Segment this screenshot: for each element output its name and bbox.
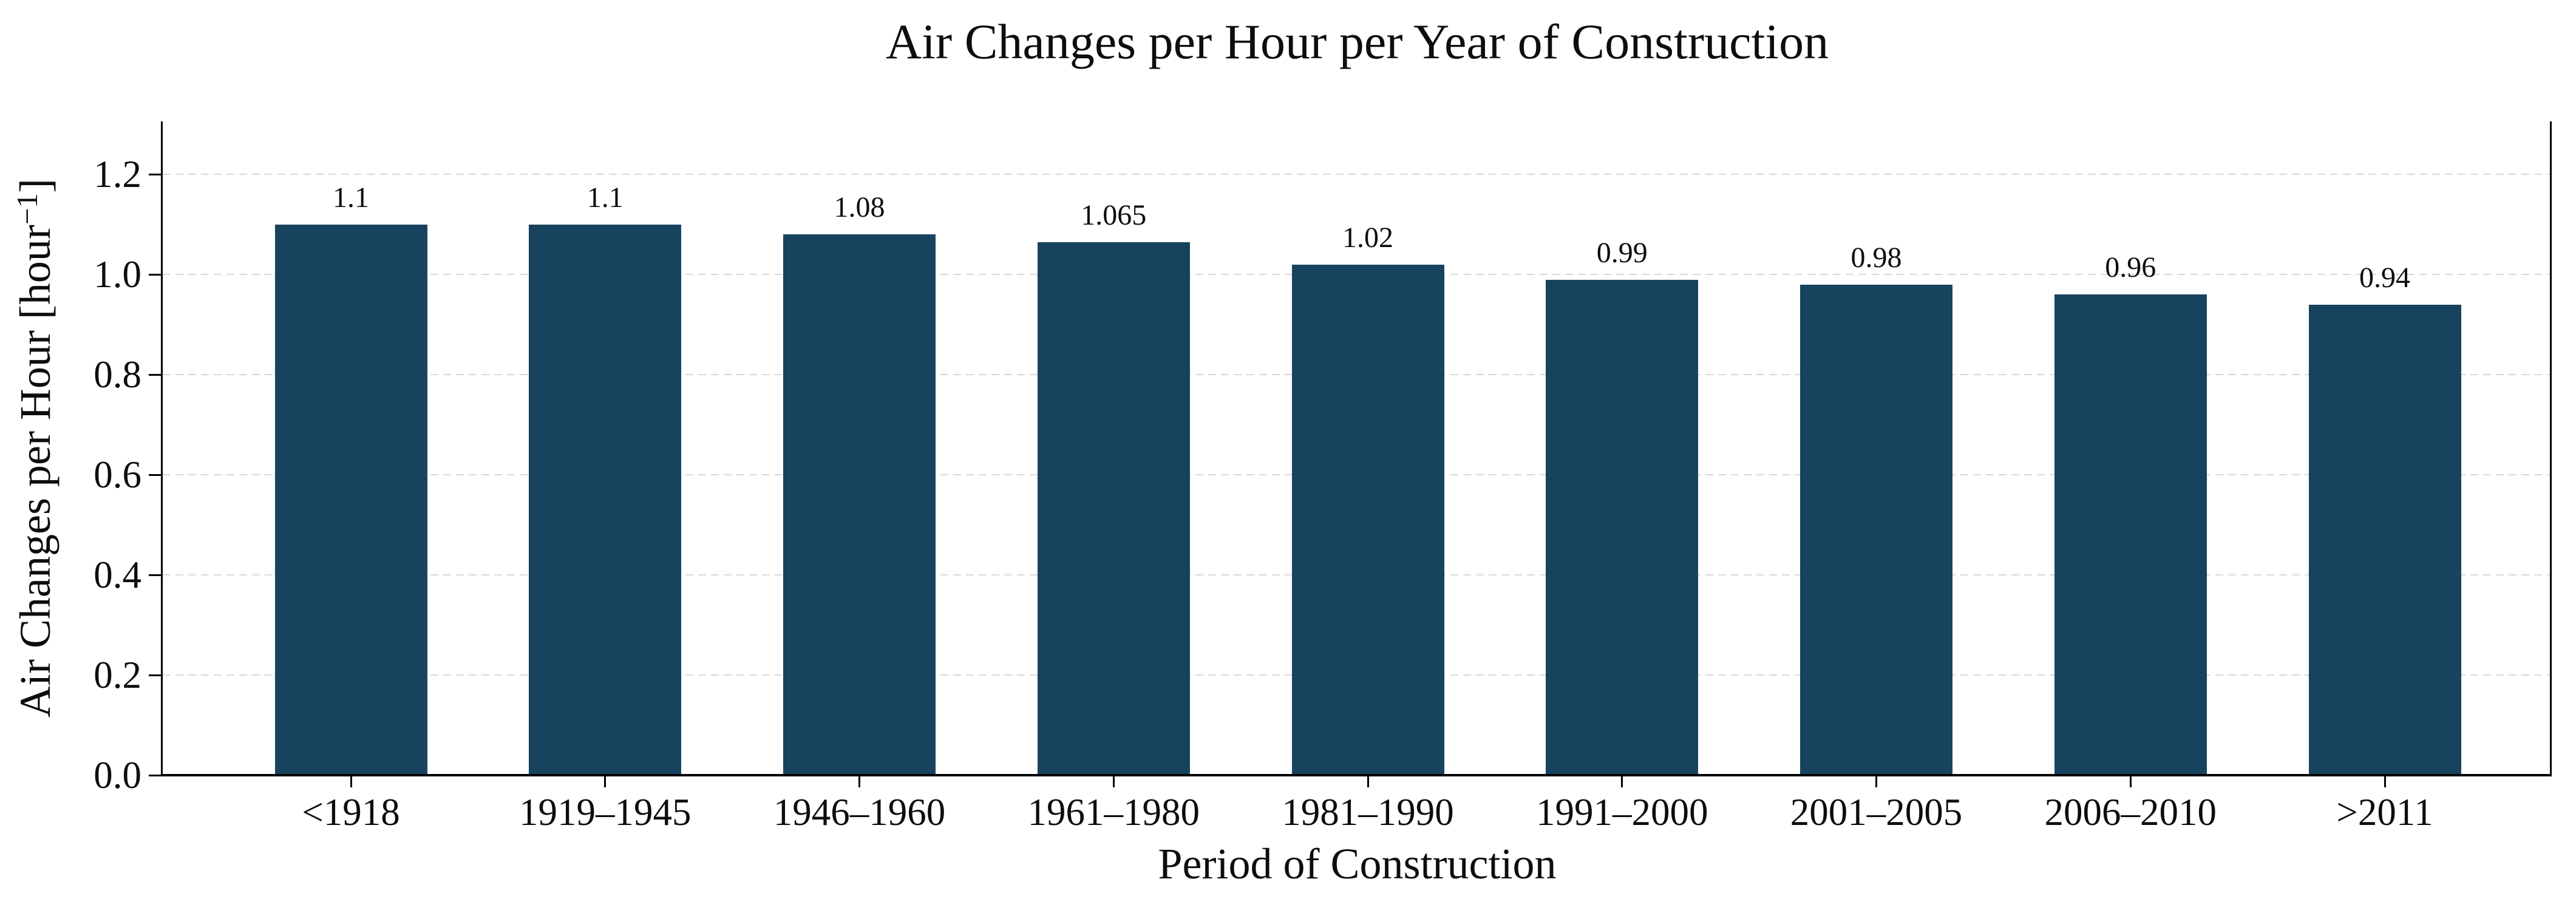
x-tick <box>1112 776 1115 787</box>
bar <box>1800 284 1952 775</box>
y-tick-label: 1.0 <box>93 253 141 296</box>
y-tick <box>149 473 161 476</box>
x-tick <box>2384 776 2386 787</box>
plot-area: 1.1 1.1 1.08 1.065 1.02 0.99 0.98 0.96 0.94 <box>163 121 2552 775</box>
y-axis-label-superscript: −1 <box>10 193 44 225</box>
gridline <box>163 174 2552 175</box>
bar <box>1037 242 1190 775</box>
x-tick <box>1367 776 1369 787</box>
x-axis-spine <box>161 774 2552 776</box>
bar <box>1546 279 1699 775</box>
x-tick-label: >2011 <box>2336 791 2433 833</box>
x-tick-label: 2006–2010 <box>2044 791 2217 833</box>
y-tick-label: 1.2 <box>93 153 141 196</box>
chart-title: Air Changes per Hour per Year of Constru… <box>885 14 1829 69</box>
x-tick <box>2129 776 2132 787</box>
y-tick <box>149 674 161 676</box>
bar-value-label: 0.99 <box>1596 236 1648 269</box>
x-tick <box>604 776 607 787</box>
bar-value-label: 0.96 <box>2105 251 2156 284</box>
y-axis-spine-right <box>2550 121 2552 776</box>
bar-value-label: 0.94 <box>2359 261 2410 294</box>
y-tick-label: 0.8 <box>93 353 141 396</box>
y-tick <box>149 574 161 576</box>
x-tick-label: <1918 <box>302 791 400 833</box>
x-tick <box>858 776 860 787</box>
bar-value-label: 1.1 <box>586 181 624 214</box>
bar <box>2308 304 2461 775</box>
y-tick-label: 0.0 <box>93 754 141 796</box>
bar-value-label: 1.02 <box>1342 221 1393 254</box>
bar <box>529 224 682 775</box>
y-tick <box>149 173 161 175</box>
y-tick-label: 0.4 <box>93 554 141 597</box>
x-tick-label: 1946–1960 <box>773 791 946 833</box>
y-axis-spine-left <box>161 121 163 776</box>
bar <box>1291 264 1444 775</box>
y-tick-label: 0.6 <box>93 453 141 497</box>
y-tick-label: 0.2 <box>93 654 141 697</box>
x-tick-label: 1981–1990 <box>1282 791 1454 833</box>
x-tick <box>350 776 352 787</box>
bar <box>274 224 427 775</box>
bar <box>2054 294 2207 775</box>
bar-value-label: 1.1 <box>333 181 369 214</box>
x-tick <box>1875 776 1877 787</box>
x-tick-label: 1961–1980 <box>1027 791 1200 833</box>
x-tick <box>1621 776 1623 787</box>
bar <box>783 234 936 775</box>
y-tick <box>149 273 161 276</box>
x-tick-label: 1991–2000 <box>1536 791 1708 833</box>
x-axis-label: Period of Construction <box>1158 840 1557 888</box>
x-tick-label: 1919–1945 <box>519 791 692 833</box>
bar-value-label: 0.98 <box>1850 241 1902 274</box>
bar-value-label: 1.08 <box>834 191 885 224</box>
x-tick-label: 2001–2005 <box>1790 791 1963 833</box>
y-tick <box>149 774 161 776</box>
bar-value-label: 1.065 <box>1081 199 1147 231</box>
y-tick <box>149 373 161 376</box>
